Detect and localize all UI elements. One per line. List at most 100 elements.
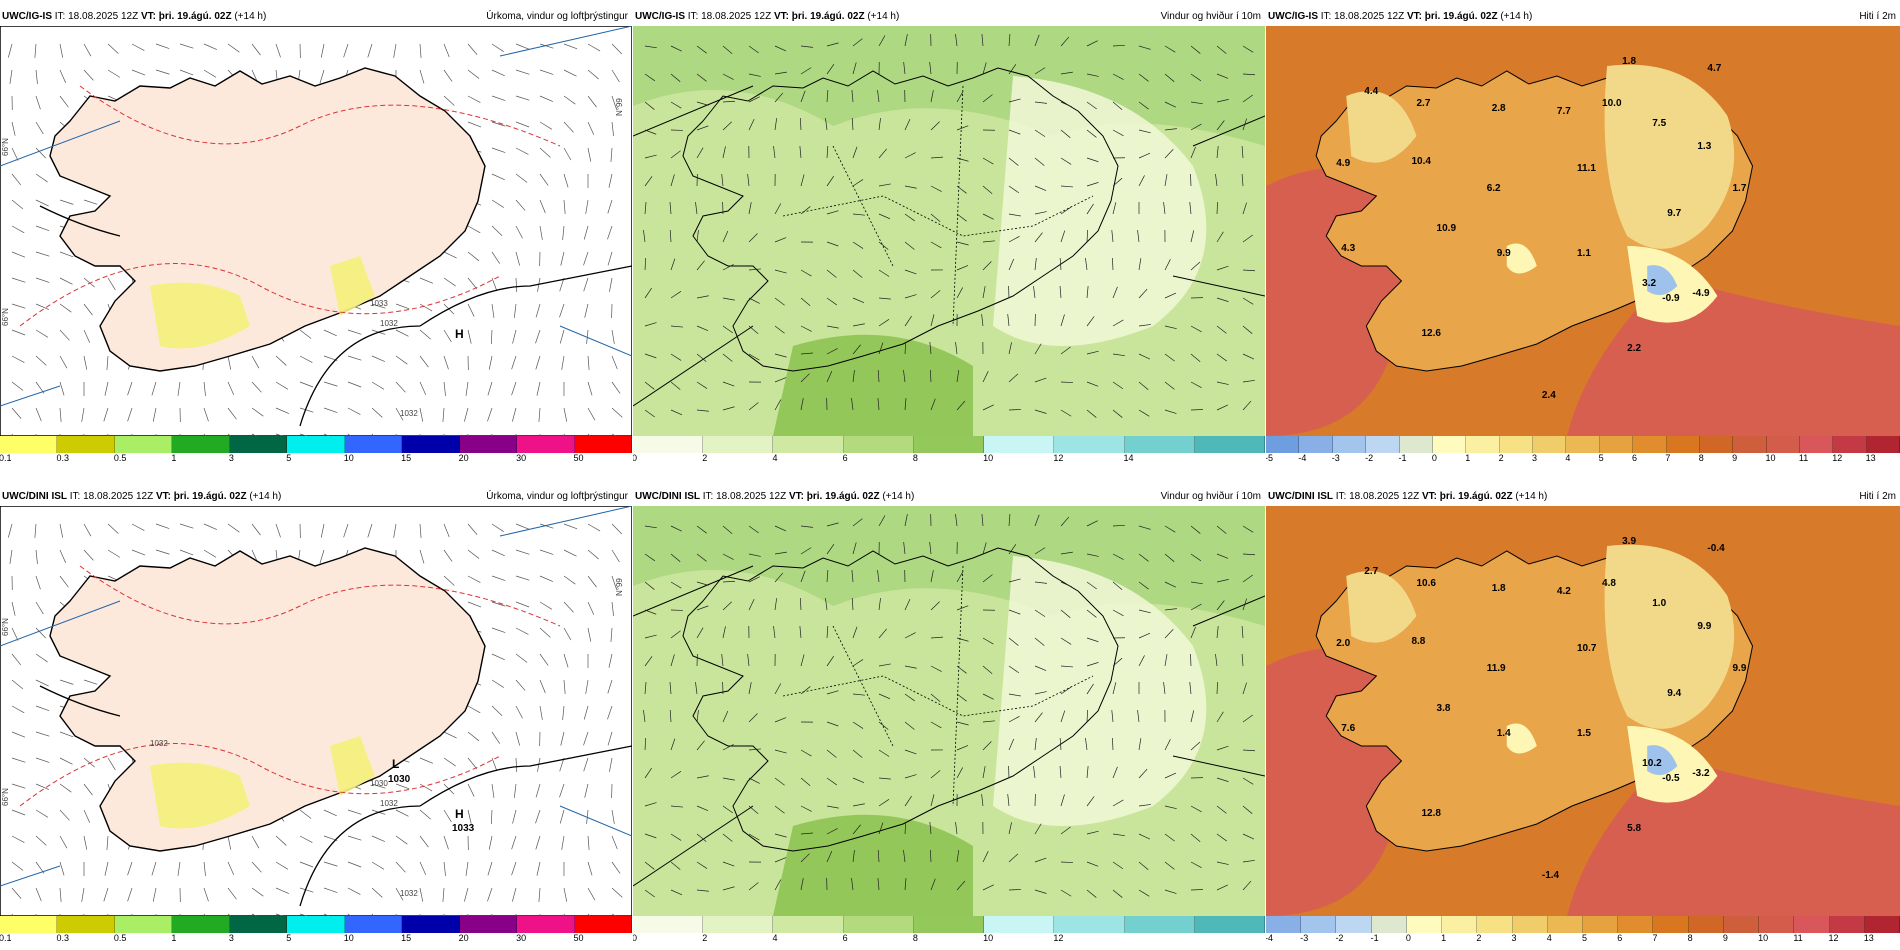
wind-arrow (1164, 259, 1171, 271)
wind-barb (488, 835, 493, 850)
wind-arrow (1164, 292, 1177, 299)
wind-arrow (1112, 833, 1125, 837)
wind-barb (299, 809, 312, 819)
wind-barb (323, 329, 337, 337)
wind-barb (395, 783, 410, 790)
temperature-value: 3.2 (1642, 278, 1656, 289)
wind-barb (535, 329, 541, 344)
wind-barb (251, 913, 257, 916)
wind-arrow (670, 833, 682, 841)
colorbar-tick-label: 12 (1832, 453, 1843, 463)
wind-barb (491, 95, 506, 101)
colorbar-tick-label: 15 (401, 453, 412, 463)
wind-arrow (1216, 353, 1227, 362)
wind-arrow (1007, 314, 1010, 327)
wind-arrow (722, 45, 733, 54)
wind-barb (609, 277, 613, 292)
temperature-value: 9.9 (1497, 248, 1511, 259)
wind-arrow (852, 824, 861, 835)
isobar-label: 1033 (370, 299, 388, 308)
wind-arrow (748, 748, 761, 751)
wind-arrow (670, 325, 683, 328)
colorbar-swatch (1399, 436, 1433, 453)
wind-arrow (852, 803, 865, 807)
panel-header: UWC/IG-IS IT: 18.08.2025 12Z VT: þri. 19… (0, 10, 632, 26)
wind-arrow (1112, 737, 1114, 751)
colorbar-tick-label: 1 (171, 453, 177, 463)
wind-arrow (1086, 381, 1099, 387)
wind-arrow (1164, 409, 1177, 414)
colorbar-swatch (229, 916, 288, 933)
wind-barb (347, 381, 362, 388)
wind-barb (611, 575, 617, 590)
wind-arrow (696, 125, 709, 131)
wind-barb (59, 523, 64, 538)
wind-barb (131, 549, 146, 556)
wind-arrow (1086, 861, 1099, 867)
wind-arrow (956, 721, 969, 726)
wind-barb (467, 549, 480, 559)
colorbar-tick-label: 50 (573, 933, 584, 943)
wind-arrow (1242, 714, 1253, 723)
wind-arrow (1242, 118, 1247, 131)
wind-arrow (1034, 34, 1040, 47)
colorbar-swatch (913, 916, 985, 933)
wind-barb (467, 43, 478, 55)
colorbar-tick-label: 8 (912, 933, 918, 943)
region-boundary (782, 85, 1094, 327)
wind-arrow (1060, 826, 1071, 835)
wind-barb (227, 43, 240, 53)
wind-barb (587, 575, 597, 588)
colorbar-swatch (1866, 436, 1900, 453)
wind-arrow (1242, 833, 1255, 840)
wind-arrow (722, 73, 734, 80)
colorbar-tick-label: -1 (1398, 453, 1407, 463)
graticule-label: 66°N (1, 788, 10, 806)
wind-barb (607, 225, 613, 240)
wind-arrow (800, 525, 813, 528)
wind-arrow (852, 241, 864, 249)
wind-barb (275, 861, 289, 870)
wind-barb (395, 835, 408, 845)
iceland-coastline (682, 67, 1119, 372)
temperature-value: 1.3 (1697, 141, 1711, 152)
wind-arrow (1164, 45, 1176, 53)
wind-barb (563, 69, 577, 77)
lead-time: (+14 h) (234, 11, 267, 22)
wind-arrow (956, 157, 969, 162)
wind-barb (539, 95, 553, 102)
wind-barb (515, 277, 518, 292)
wind-arrow (1164, 654, 1168, 667)
wind-arrow (722, 833, 733, 842)
wind-barb (127, 381, 133, 396)
model-source: UWC/IG-IS (635, 11, 685, 22)
map-svg: 1032 1032 1033 H 66°N 66°N N°99 (0, 26, 632, 436)
isobar-label: 1032 (400, 889, 418, 898)
wind-barb (35, 575, 41, 590)
temperature-value: 1.8 (1622, 56, 1636, 67)
precip-area (330, 736, 375, 796)
wind-arrow (1034, 101, 1047, 104)
colorbar-swatch (1794, 916, 1830, 933)
wind-barb (319, 69, 325, 84)
wind-arrow (1242, 379, 1255, 383)
wind-arrow (826, 90, 829, 103)
wind-barb (587, 43, 601, 52)
wind-arrow (1164, 889, 1177, 894)
wind-arrow (878, 822, 884, 835)
wind-arrow (1034, 547, 1046, 555)
wind-barb (59, 69, 66, 83)
wind-arrow (1060, 637, 1072, 645)
wind-arrow (1085, 258, 1088, 271)
wind-arrow (982, 720, 995, 723)
wind-barb (203, 887, 209, 902)
colorbar-swatch (1688, 916, 1724, 933)
wind-arrow (929, 342, 932, 355)
wind-arrow (722, 777, 735, 781)
wind-arrow (1034, 129, 1046, 137)
wind-barb (107, 277, 116, 291)
wind-barb (443, 549, 453, 562)
wind-arrow (748, 402, 759, 411)
wind-arrow (1112, 524, 1125, 527)
wind-barb (512, 809, 517, 824)
